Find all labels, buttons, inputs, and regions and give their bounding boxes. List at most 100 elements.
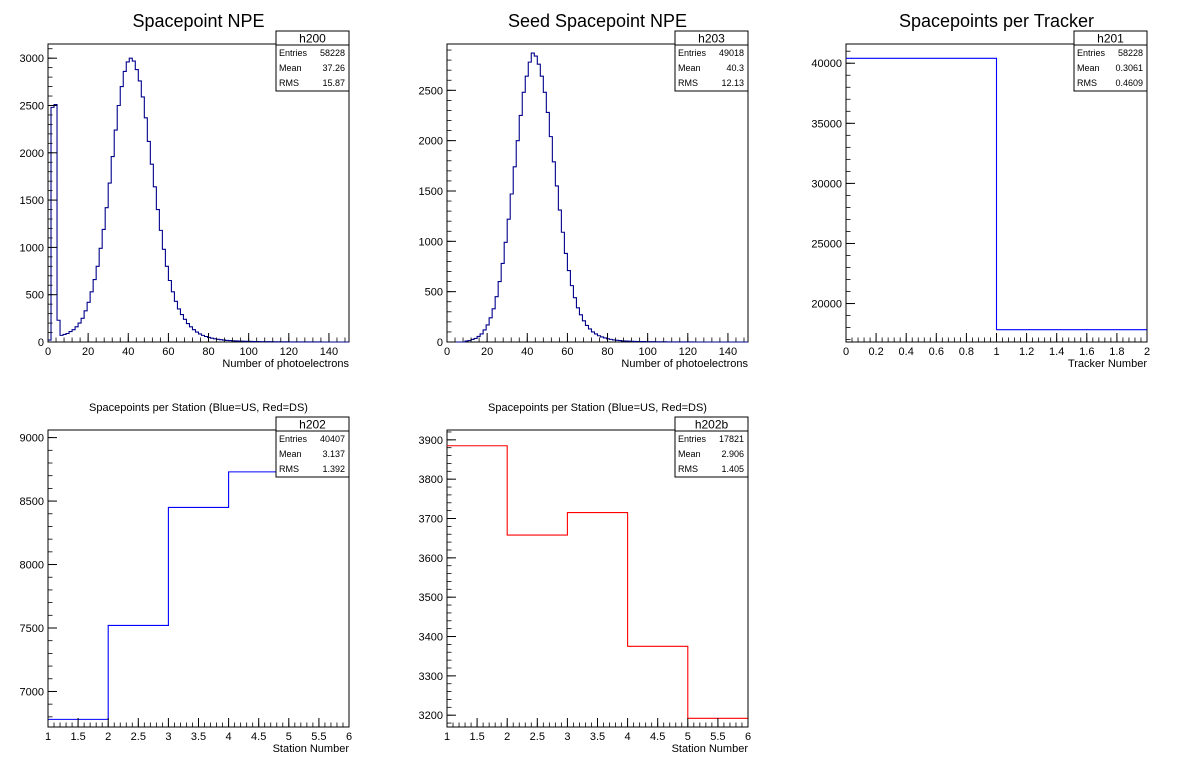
histogram-bin	[525, 76, 528, 342]
x-tick-label: 5	[685, 731, 691, 743]
x-tick-label: 5	[286, 731, 292, 743]
histogram-bin	[165, 266, 168, 342]
y-tick-label: 0	[38, 337, 44, 349]
chart-panel-2: Seed Spacepoint NPE 0 20 40 60 80 100 120 140Num…	[419, 11, 749, 370]
histogram-bin	[594, 334, 597, 342]
x-tick-label: 120	[679, 346, 697, 358]
x-tick-label: 4.5	[251, 731, 266, 743]
stats-entries-value: 58228	[1118, 48, 1143, 58]
y-tick-label: 3900	[419, 435, 443, 447]
histogram-bin	[465, 341, 468, 342]
histogram-bin	[619, 341, 622, 342]
histogram-bin	[81, 318, 84, 342]
y-tick-label: 8000	[20, 560, 44, 572]
histogram-bin	[516, 141, 519, 342]
x-tick-label: 1.4	[1049, 346, 1064, 358]
histogram-bin	[75, 327, 78, 342]
histogram-bin	[63, 334, 66, 342]
x-tick-label: 5.5	[710, 731, 725, 743]
histogram-bin	[168, 507, 228, 727]
x-axis-label: Number of photoelectrons	[222, 358, 349, 370]
x-tick-label: 0.8	[959, 346, 974, 358]
histogram-bin	[232, 341, 235, 342]
histogram-bin	[208, 337, 211, 342]
y-axis: 0 500 1000 1500 2000 2500	[419, 49, 456, 349]
histogram-bin	[183, 319, 186, 342]
histogram-bin	[199, 334, 202, 342]
histogram-bin	[153, 187, 156, 342]
stats-entries-label: Entries	[678, 434, 707, 444]
chart-panel-3: Spacepoints per Tracker 0 0.2 0.4 0.6 0.8 1 1.2…	[811, 11, 1150, 370]
x-tick-label: 140	[320, 346, 338, 358]
stats-mean-value: 3.137	[322, 449, 345, 459]
histogram-bin	[226, 340, 229, 342]
histogram-bin	[622, 341, 625, 342]
x-tick-label: 4	[226, 731, 232, 743]
histogram-bin	[96, 266, 99, 342]
stats-box-frame	[674, 30, 749, 92]
x-axis-label: Station Number	[273, 743, 350, 755]
stats-mean-value: 40.3	[726, 63, 744, 73]
chart-title: Seed Spacepoint NPE	[508, 11, 687, 31]
histogram-bin	[534, 56, 537, 342]
histogram-bin	[489, 318, 492, 342]
x-tick-label: 20	[82, 346, 94, 358]
histogram-bin	[189, 327, 192, 342]
stats-rms-label: RMS	[678, 78, 698, 88]
histogram-bin	[504, 242, 507, 342]
stats-mean-value: 0.3061	[1115, 63, 1143, 73]
histogram-bin	[567, 271, 570, 342]
histogram-bin	[616, 340, 619, 342]
histogram-bin	[99, 248, 102, 342]
histogram-bin	[217, 339, 220, 342]
y-tick-label: 20000	[811, 299, 842, 311]
histogram-bin	[607, 339, 610, 342]
x-tick-label: 1.5	[70, 731, 85, 743]
histogram-bin	[628, 341, 631, 342]
stats-entries-label: Entries	[678, 48, 707, 58]
histogram-bin	[229, 341, 232, 342]
histogram-bin	[628, 646, 688, 727]
x-tick-label: 60	[162, 346, 174, 358]
stats-rms-value: 1.405	[721, 464, 744, 474]
x-tick-label: 100	[638, 346, 656, 358]
stats-rms-value: 1.392	[322, 464, 345, 474]
y-tick-label: 40000	[811, 58, 842, 70]
stats-entries-value: 40407	[320, 434, 345, 444]
histogram-bin	[220, 340, 223, 342]
histogram-bin	[561, 232, 564, 342]
histogram-bin	[540, 76, 543, 342]
stats-mean-label: Mean	[279, 449, 302, 459]
histogram-bin	[558, 210, 561, 342]
x-tick-label: 0.6	[929, 346, 944, 358]
y-tick-label: 500	[26, 290, 44, 302]
chart-title: Spacepoints per Tracker	[899, 11, 1094, 31]
histogram-series	[48, 57, 349, 343]
x-tick-label: 80	[601, 346, 613, 358]
y-tick-label: 3200	[419, 710, 443, 722]
x-tick-label: 3	[165, 731, 171, 743]
y-tick-label: 1500	[419, 186, 443, 198]
y-tick-label: 3000	[20, 53, 44, 65]
histogram-bin	[238, 341, 241, 342]
histogram-bin	[135, 70, 138, 342]
x-tick-label: 0	[444, 346, 450, 358]
histogram-bin	[501, 263, 504, 342]
y-tick-label: 1000	[20, 242, 44, 254]
histogram-bin	[247, 341, 250, 342]
histogram-bin	[549, 137, 552, 342]
stats-box: h201 Entries 58228 Mean 0.3061 RMS 0.4609	[1073, 30, 1148, 92]
x-tick-label: 2	[105, 731, 111, 743]
histogram-bin	[492, 309, 495, 342]
stats-mean-label: Mean	[279, 63, 302, 73]
stats-rms-value: 0.4609	[1115, 78, 1143, 88]
x-tick-label: 2.5	[131, 731, 146, 743]
histogram-bin	[480, 334, 483, 342]
histogram-bin	[156, 210, 159, 342]
x-tick-label: 1	[993, 346, 999, 358]
y-axis: 7000 7500 8000 8500 9000	[20, 433, 57, 718]
